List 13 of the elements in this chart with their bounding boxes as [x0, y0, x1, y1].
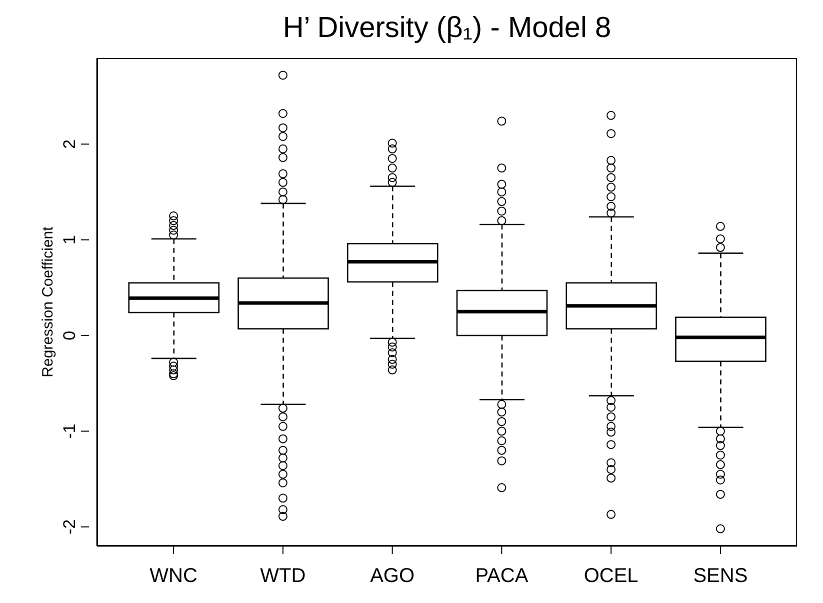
y-tick-label: -1	[60, 424, 79, 439]
y-tick-label: -2	[60, 519, 79, 534]
x-tick-label: PACA	[475, 565, 529, 588]
chart-title: H’ Diversity (β₁) - Model 8	[282, 12, 612, 45]
y-tick-label: 2	[60, 139, 79, 149]
x-tick-label: WNC	[150, 565, 198, 588]
x-tick-label: AGO	[370, 565, 415, 588]
x-tick-label: OCEL	[584, 565, 638, 588]
x-tick-label: WTD	[260, 565, 306, 588]
y-tick-label: 0	[60, 330, 79, 340]
y-tick-label: 1	[60, 235, 79, 245]
y-axis-title: Regression Coefficient	[40, 226, 56, 378]
x-tick-label: SENS	[693, 565, 748, 588]
